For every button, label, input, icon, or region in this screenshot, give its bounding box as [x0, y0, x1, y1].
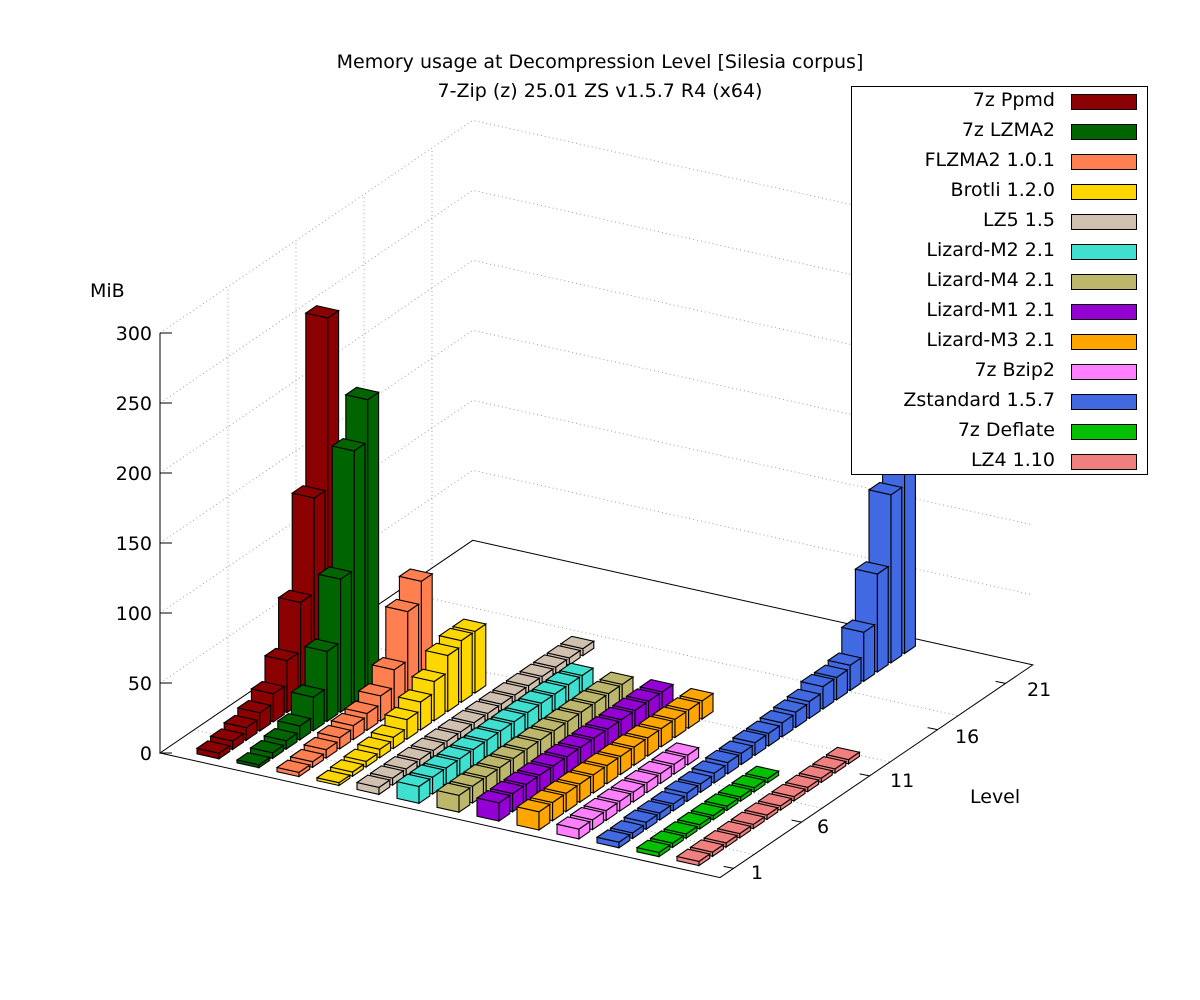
legend-item: LZ5 1.5 — [852, 207, 1147, 237]
legend-swatch — [1071, 184, 1137, 200]
legend-item: Zstandard 1.5.7 — [852, 387, 1147, 417]
z-tick-label: 50 — [127, 673, 152, 695]
legend-item: Lizard-M1 2.1 — [852, 297, 1147, 327]
level-tick-label: 16 — [955, 726, 980, 748]
legend-swatch — [1071, 124, 1137, 140]
bar — [716, 820, 752, 839]
legend-swatch — [1071, 214, 1137, 230]
legend-swatch — [1071, 274, 1137, 290]
legend-item: 7z LZMA2 — [852, 117, 1147, 147]
bar — [595, 829, 632, 849]
bar — [315, 769, 352, 787]
bar — [275, 759, 312, 778]
legend-swatch — [1071, 394, 1137, 410]
legend-item: 7z Deflate — [852, 417, 1147, 447]
bar — [555, 816, 592, 840]
legend-swatch — [1071, 334, 1137, 350]
level-tick-label: 11 — [890, 770, 915, 792]
bar — [249, 739, 285, 760]
legend-swatch — [1071, 304, 1137, 320]
bar — [475, 790, 512, 823]
legend-item: Lizard-M3 2.1 — [852, 327, 1147, 357]
bar — [702, 830, 739, 849]
z-tick-label: 0 — [139, 743, 152, 765]
legend-item: Lizard-M4 2.1 — [852, 267, 1147, 297]
bar — [262, 727, 299, 751]
legend-swatch — [1071, 244, 1137, 260]
bar — [395, 773, 432, 805]
legend-swatch — [1071, 364, 1137, 380]
legend-swatch — [1071, 454, 1137, 470]
bar — [355, 774, 392, 796]
bar — [825, 746, 861, 765]
legend-item: Brotli 1.2.0 — [852, 177, 1147, 207]
chart-subtitle: 7-Zip (z) 25.01 ZS v1.5.7 R4 (x64) — [437, 80, 763, 102]
level-tick-label: 1 — [751, 862, 764, 884]
bar — [195, 740, 232, 760]
z-tick-label: 100 — [115, 603, 152, 625]
z-tick-label: 300 — [115, 323, 152, 345]
legend-swatch — [1071, 94, 1137, 110]
bar — [675, 848, 712, 867]
legend-item: 7z Bzip2 — [852, 357, 1147, 387]
legend-item: LZ4 1.10 — [852, 447, 1147, 477]
level-axis-label: Level — [970, 786, 1021, 808]
bar — [435, 782, 472, 814]
bar — [515, 798, 552, 832]
level-tick-label: 6 — [817, 816, 830, 838]
bar — [329, 759, 365, 778]
legend-item: FLZMA2 1.0.1 — [852, 147, 1147, 177]
bar — [840, 619, 876, 683]
bar — [396, 746, 432, 768]
legend-swatch — [1071, 154, 1137, 170]
legend-item: 7z Ppmd — [852, 87, 1147, 117]
bar — [635, 839, 672, 858]
z-tick-label: 150 — [115, 533, 152, 555]
bars — [195, 305, 917, 867]
bar — [356, 736, 392, 759]
bar — [235, 752, 272, 769]
chart-title: Memory usage at Decompression Level [Sil… — [336, 51, 864, 73]
z-tick-label: 250 — [115, 393, 152, 415]
z-tick-label: 200 — [115, 463, 152, 485]
level-tick-label: 21 — [1027, 679, 1052, 701]
legend-swatch — [1071, 424, 1137, 440]
legend-item: Lizard-M2 2.1 — [852, 237, 1147, 267]
z-axis-label: MiB — [90, 280, 125, 302]
legend: 7z Ppmd 7z LZMA2 FLZMA2 1.0.1 Brotli 1.2… — [851, 86, 1148, 475]
